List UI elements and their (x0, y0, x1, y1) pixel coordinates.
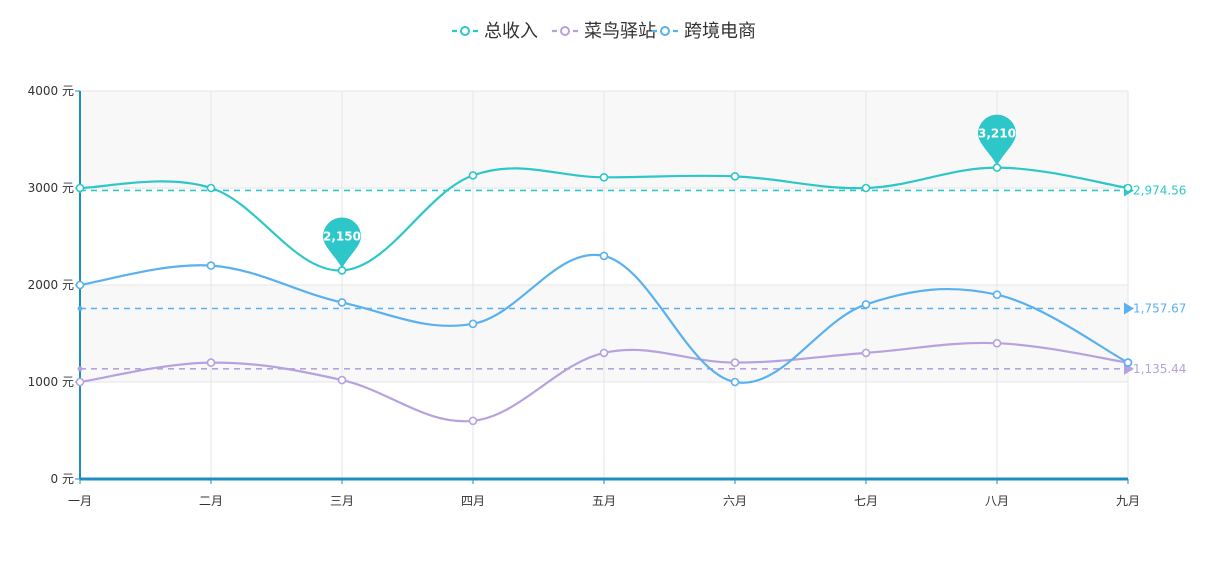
data-point[interactable] (861, 348, 871, 358)
marker-pin-label: 3,210 (978, 127, 1016, 141)
data-point[interactable] (75, 377, 85, 387)
mean-line-start-dot (77, 306, 83, 312)
data-point[interactable] (468, 171, 478, 180)
mean-line-label: 2,974.56 (1133, 183, 1186, 197)
data-point[interactable] (861, 183, 871, 193)
y-tick-label: 2000 元 (28, 278, 74, 292)
data-point[interactable] (75, 183, 85, 193)
legend-symbol-icon (652, 26, 678, 36)
mean-line-label: 1,135.44 (1133, 362, 1186, 376)
mean-lines: 2,974.56 1,135.44 1,757.67 (77, 183, 1186, 376)
data-point[interactable] (599, 251, 609, 261)
legend-item[interactable]: 菜鸟驿站 (552, 21, 656, 42)
y-axis-tick-labels: 0 元 1000 元 2000 元 3000 元 4000 元 (28, 84, 74, 486)
legend-label: 菜鸟驿站 (584, 21, 656, 42)
data-point[interactable] (730, 377, 740, 387)
data-points (75, 163, 1133, 426)
data-point[interactable] (337, 375, 347, 385)
x-tick-label: 五月 (592, 494, 616, 508)
y-tick-label: 0 元 (51, 472, 74, 486)
legend-item[interactable]: 跨境电商 (652, 21, 756, 42)
data-point[interactable] (206, 358, 216, 367)
data-point[interactable] (599, 348, 609, 358)
data-point[interactable] (1123, 183, 1133, 193)
data-point[interactable] (337, 298, 347, 307)
data-point[interactable] (75, 280, 85, 290)
data-point[interactable] (992, 290, 1002, 300)
data-point[interactable] (992, 338, 1002, 348)
data-point[interactable] (599, 173, 609, 182)
data-point[interactable] (730, 172, 740, 181)
y-tick-label: 4000 元 (28, 84, 74, 98)
data-point[interactable] (861, 300, 871, 309)
x-tick-label: 三月 (330, 494, 354, 508)
legend-label: 跨境电商 (684, 21, 756, 42)
data-point[interactable] (1123, 358, 1133, 367)
data-point[interactable] (468, 319, 478, 329)
x-tick-label: 二月 (199, 494, 223, 508)
mean-line-label: 1,757.67 (1133, 302, 1186, 316)
marker-pins: 2,150 3,210 (323, 114, 1016, 269)
data-point[interactable] (468, 416, 478, 426)
mean-line-arrow (1124, 302, 1134, 315)
legend-symbol-icon (452, 26, 478, 36)
x-tick-label: 八月 (985, 494, 1009, 508)
data-point[interactable] (730, 358, 740, 367)
series-line (79, 166, 1129, 272)
x-axis-tick-labels: 一月 二月 三月 四月 五月 六月 七月 八月 九月 (68, 494, 1140, 508)
marker-pin[interactable] (978, 114, 1016, 166)
marker-pin[interactable] (323, 217, 361, 269)
x-tick-label: 九月 (1116, 494, 1140, 508)
data-point[interactable] (206, 261, 216, 270)
legend-symbol-dot (460, 26, 470, 36)
legend-symbol-dot (560, 26, 570, 36)
legend-item[interactable]: 总收入 (452, 21, 538, 42)
legend-label: 总收入 (484, 21, 538, 42)
data-point[interactable] (206, 183, 216, 193)
x-tick-label: 一月 (68, 494, 92, 508)
x-tick-label: 七月 (854, 494, 878, 508)
series-line (79, 253, 1129, 384)
legend[interactable]: 总收入 菜鸟驿站 跨境电商 (452, 21, 756, 42)
y-tick-label: 3000 元 (28, 181, 74, 195)
x-tick-label: 六月 (723, 494, 747, 508)
legend-symbol-icon (552, 26, 578, 36)
marker-pin-label: 2,150 (323, 229, 361, 243)
y-tick-label: 1000 元 (28, 375, 74, 389)
x-tick-label: 四月 (461, 494, 485, 508)
legend-symbol-dot (660, 26, 670, 36)
mean-line-start-dot (77, 366, 83, 372)
